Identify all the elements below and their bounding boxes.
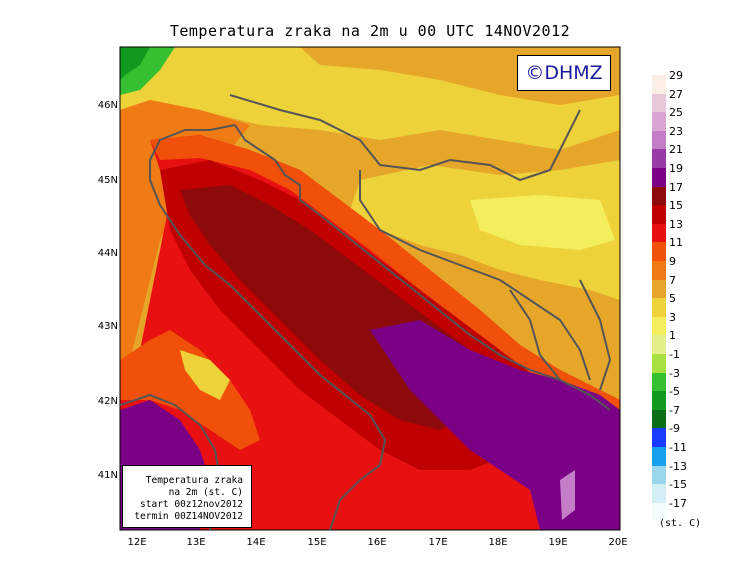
legend-label: 27 <box>669 87 683 101</box>
info-line-4: termin 00Z14NOV2012 <box>134 511 243 522</box>
legend-swatch <box>652 372 666 392</box>
legend-unit: (st. C) <box>659 518 702 529</box>
land-border-1 <box>229 94 581 182</box>
lat-label-46n: 46N <box>97 100 118 111</box>
info-line-3: start 00z12nov2012 <box>140 499 243 510</box>
legend-label: -9 <box>669 422 680 436</box>
legend-label: 7 <box>669 273 676 287</box>
adriatic-coastline-west <box>149 124 387 530</box>
legend-swatch <box>652 335 666 354</box>
legend-swatch <box>652 242 666 261</box>
legend-swatch <box>652 205 666 224</box>
legend-swatch <box>652 316 666 336</box>
west-orange <box>120 100 250 380</box>
legend-swatch <box>652 298 666 317</box>
legend-label: 3 <box>669 310 676 324</box>
orange-edge <box>150 135 620 420</box>
legend-label: 21 <box>669 143 683 157</box>
lon-label-14e: 14E <box>246 537 266 548</box>
lilac-streak <box>560 470 575 520</box>
legend-label: -17 <box>669 496 687 510</box>
adriatic-coastline-east <box>234 124 611 411</box>
land-border-2 <box>359 170 591 381</box>
legend-swatch <box>652 261 666 280</box>
legend-swatch <box>652 428 666 447</box>
info-box: Temperatura zraka na 2m (st. C) start 00… <box>122 465 252 528</box>
legend-swatch <box>652 112 666 131</box>
legend-swatch <box>652 502 666 522</box>
legend-swatch <box>652 149 666 168</box>
legend-swatch <box>652 223 666 243</box>
legend-swatch <box>652 279 666 299</box>
legend-label: 19 <box>669 162 683 175</box>
lon-label-16e: 16E <box>367 537 387 548</box>
legend-swatch <box>652 186 666 206</box>
map-title: Temperatura zraka na 2m u 00 UTC 14NOV20… <box>169 22 571 40</box>
legend-label: 11 <box>669 236 683 250</box>
legend-label: -5 <box>669 385 680 399</box>
lat-label-44n: 44N <box>97 248 118 259</box>
inland-lightyellow <box>470 195 615 250</box>
land-border-3 <box>509 289 561 381</box>
legend-label: 13 <box>669 217 683 231</box>
map-frame <box>119 46 621 531</box>
lon-label-17e: 17E <box>428 537 448 548</box>
cold-corner-2 <box>120 47 150 80</box>
lon-label-18e: 18E <box>488 537 508 548</box>
legend-label: 9 <box>669 255 676 268</box>
legend-label: -3 <box>669 366 680 380</box>
lat-label-41n: 41N <box>97 470 118 481</box>
lat-label-42n: 42N <box>97 396 118 407</box>
lon-label-20e: 20E <box>608 537 628 548</box>
lon-label-15e: 15E <box>307 537 327 548</box>
land-border-4 <box>579 279 612 391</box>
legend-label: -11 <box>669 441 687 454</box>
lat-label-45n: 45N <box>97 175 118 186</box>
lat-label-43n: 43N <box>97 321 118 332</box>
legend-label: -15 <box>669 478 687 492</box>
legend-label: 17 <box>669 180 683 194</box>
info-line-1: Temperatura zraka <box>145 475 243 486</box>
legend-label: 15 <box>669 199 683 213</box>
legend-label: 25 <box>669 106 683 120</box>
purple-sea <box>370 320 620 530</box>
legend-swatch <box>652 484 666 503</box>
info-line-2: na 2m (st. C) <box>168 487 243 498</box>
legend-swatch <box>652 75 666 94</box>
legend-swatch <box>652 93 666 113</box>
lon-label-13e: 13E <box>186 537 206 548</box>
legend-swatch <box>652 465 666 485</box>
dhmz-logo: ©DHMZ <box>517 55 611 91</box>
legend-label: -7 <box>669 403 680 417</box>
italy-yellow <box>180 350 230 400</box>
legend-swatch <box>652 130 666 150</box>
legend-swatch <box>652 409 666 429</box>
legend-swatch <box>652 447 666 466</box>
legend-label: 23 <box>669 124 683 138</box>
legend-label: 5 <box>669 292 676 306</box>
legend-label: 1 <box>669 329 676 343</box>
italy-orange <box>120 330 260 450</box>
legend-swatch <box>652 168 666 187</box>
legend-label: -13 <box>669 459 687 473</box>
lon-label-19e: 19E <box>548 537 568 548</box>
legend-label: 29 <box>669 69 683 82</box>
legend-swatch <box>652 354 666 373</box>
legend-label: -1 <box>669 348 680 361</box>
legend-swatch <box>652 391 666 410</box>
lon-label-12e: 12E <box>127 537 147 548</box>
